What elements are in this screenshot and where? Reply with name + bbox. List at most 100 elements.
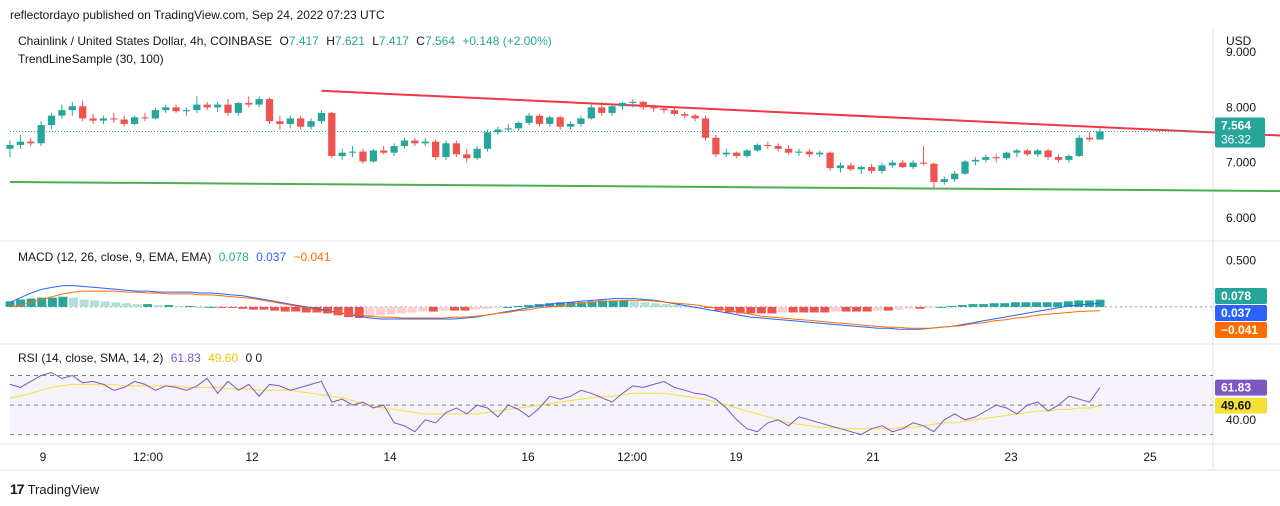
macd-histogram-bar [513, 305, 523, 307]
macd-histogram-bar [428, 306, 438, 312]
macd-histogram-bar [111, 302, 121, 307]
candle-body [525, 115, 533, 123]
candle-body [681, 114, 689, 116]
candle-body [1065, 156, 1073, 160]
candle-body [442, 143, 450, 158]
candle-body [328, 112, 336, 156]
macd-histogram-bar [587, 301, 597, 307]
x-tick-label: 25 [1143, 450, 1157, 464]
candle-body [867, 167, 876, 171]
candle-body [380, 150, 388, 153]
macd-histogram-bar [301, 306, 311, 313]
macd-histogram-bar [661, 304, 671, 307]
indicator-legend: TrendLineSample (30, 100) [18, 52, 164, 66]
macd-histogram-bar [555, 302, 565, 307]
candle-body [971, 159, 980, 162]
macd-histogram-bar [1010, 302, 1020, 307]
candle-body [982, 157, 990, 160]
x-tick-label: 14 [383, 450, 397, 464]
candle-body [120, 119, 128, 124]
macd-badge-value: −0.041 [1221, 323, 1258, 337]
candle-body [89, 118, 97, 121]
macd-histogram-bar [672, 305, 682, 307]
candle-body [151, 110, 159, 119]
candle-body [182, 110, 191, 112]
ohlc-l-label: L [372, 34, 379, 48]
y-tick-label: 7.000 [1226, 156, 1256, 170]
candle-body [784, 148, 793, 153]
macd-histogram-bar [217, 306, 227, 308]
candle-body [255, 99, 263, 105]
macd-histogram-bar [1000, 303, 1010, 307]
candle-body [37, 125, 45, 144]
macd-histogram-bar [820, 306, 830, 313]
candle-body [535, 115, 544, 124]
macd-histogram-bar [164, 305, 174, 307]
macd-histogram-bar [37, 297, 47, 307]
y-tick-label: 9.000 [1226, 45, 1256, 59]
candle-body [47, 115, 56, 126]
candle-body [483, 132, 492, 149]
tradingview-footer[interactable]: 17 TradingView [10, 481, 99, 497]
macd-histogram-bar [1074, 300, 1084, 307]
macd-badge [1215, 288, 1267, 304]
candle-body [286, 118, 294, 124]
trendline-lower [9, 180, 1280, 193]
macd-histogram-bar [778, 306, 788, 313]
candle-body [1023, 150, 1031, 155]
candle-body [961, 161, 969, 174]
macd-badge-value: 0.078 [1221, 289, 1251, 303]
ohlc-l: 7.417 [378, 34, 409, 48]
candle-body [338, 152, 346, 156]
x-tick-label: 16 [521, 450, 535, 464]
publish-caption: reflectordayo published on TradingView.c… [10, 8, 385, 22]
candle-body [463, 154, 471, 159]
macd-histogram-bar [333, 306, 343, 316]
macd-histogram-bar [449, 306, 459, 311]
macd-histogram-bar [735, 306, 745, 314]
macd-badge-value: 0.037 [1221, 306, 1251, 320]
candle-body [68, 106, 76, 111]
macd-histogram-bar [79, 299, 89, 307]
macd-histogram-bar [280, 306, 290, 312]
macd-histogram-bar [788, 306, 798, 313]
macd-badge [1215, 322, 1267, 338]
candle-body [639, 101, 647, 108]
x-tick-label: 19 [729, 450, 743, 464]
tradingview-brand: TradingView [27, 481, 100, 497]
macd-histogram-bar [725, 306, 735, 313]
candle-body [431, 141, 440, 158]
macd-histogram-bar [862, 306, 872, 312]
macd-histogram-bar [195, 306, 205, 308]
currency-label: USD [1226, 34, 1252, 48]
macd-histogram-bar [47, 297, 57, 307]
macd-histogram-bar [407, 306, 417, 313]
macd-histogram-bar [629, 301, 639, 307]
macd-histogram-bar [68, 297, 78, 307]
macd-histogram-bar [481, 306, 491, 309]
ohlc-c-label: C [416, 34, 425, 48]
candle-body [546, 117, 554, 124]
macd-signal-line [9, 290, 1101, 329]
macd-histogram-bar [502, 306, 512, 308]
macd-histogram-bar [883, 306, 893, 311]
candle-body [805, 151, 813, 155]
macd-histogram-bar [947, 305, 957, 307]
macd-histogram-bar [598, 300, 608, 307]
candle-body [348, 151, 357, 153]
candle-body [27, 141, 35, 144]
macd-histogram-bar [238, 306, 248, 309]
x-tick-label: 9 [40, 450, 47, 464]
macd-histogram-bar [968, 304, 978, 307]
candle-body [691, 115, 699, 119]
macd-histogram-bar [1042, 302, 1052, 307]
trendline-upper [321, 89, 1280, 137]
candle-body [899, 162, 907, 168]
candle-body [317, 112, 326, 122]
candle-body [224, 104, 232, 113]
rsi-ma-line [9, 383, 1101, 430]
macd-badge [1215, 305, 1267, 321]
macd-signal-value: −0.041 [293, 250, 331, 264]
candle-body [888, 162, 897, 166]
